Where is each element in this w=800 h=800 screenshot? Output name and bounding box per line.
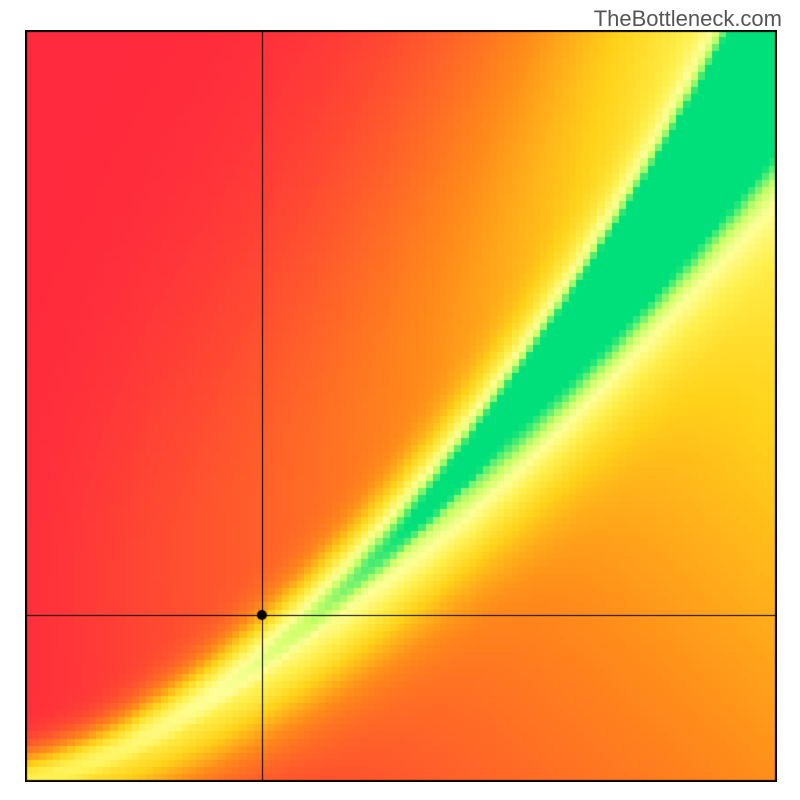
bottleneck-heatmap xyxy=(25,30,777,782)
watermark-text: TheBottleneck.com xyxy=(594,6,782,32)
